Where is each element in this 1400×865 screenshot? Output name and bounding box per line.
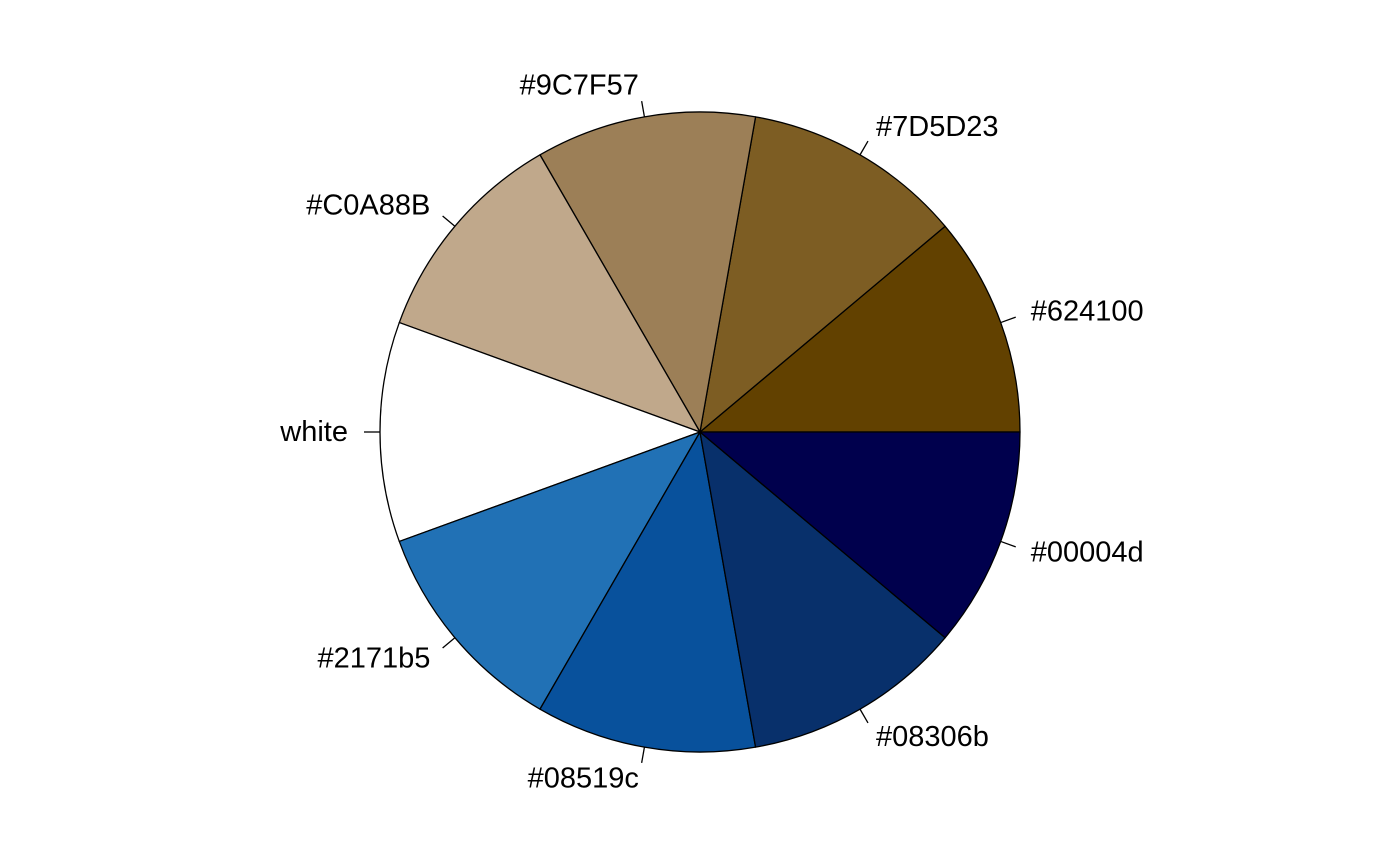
pie-label-ticks [364,100,1016,764]
pie-slice-label-5: #2171b5 [317,642,430,674]
pie-labels: #624100 #7D5D23 #9C7F57 #C0A88B white #2171b5… [279,69,1143,794]
pie-label-tick-0 [1000,316,1016,324]
pie-slices [379,111,1021,753]
pie-slice-label-0: #624100 [1031,296,1144,328]
pie-label-tick-5 [442,637,456,649]
pie-label-tick-1 [859,140,869,156]
pie-slice-label-2: #9C7F57 [520,69,639,101]
pie-label-tick-2 [641,100,646,117]
pie-label-tick-3 [442,215,456,227]
pie-slice-label-4: white [279,416,348,448]
pie-slice-4 [379,321,701,543]
pie-slice-6 [539,431,757,753]
pie-slice-1 [699,116,946,433]
pie-slice-label-6: #08519c [528,763,639,795]
pie-slice-7 [699,431,946,748]
pie-label-tick-7 [859,708,869,724]
pie-slice-label-7: #08306b [876,721,989,753]
pie-slice-8 [699,431,1021,639]
pie-slice-label-8: #00004d [1031,536,1144,568]
pie-slice-label-3: #C0A88B [306,190,430,222]
pie-label-tick-6 [641,747,646,764]
pie-slice-label-1: #7D5D23 [876,111,999,143]
pie-slice-0 [699,225,1021,433]
pie-label-tick-8 [1000,540,1016,548]
pie-slice-5 [398,431,701,710]
pie-slice-3 [398,154,701,433]
pie-slice-2 [539,111,757,433]
